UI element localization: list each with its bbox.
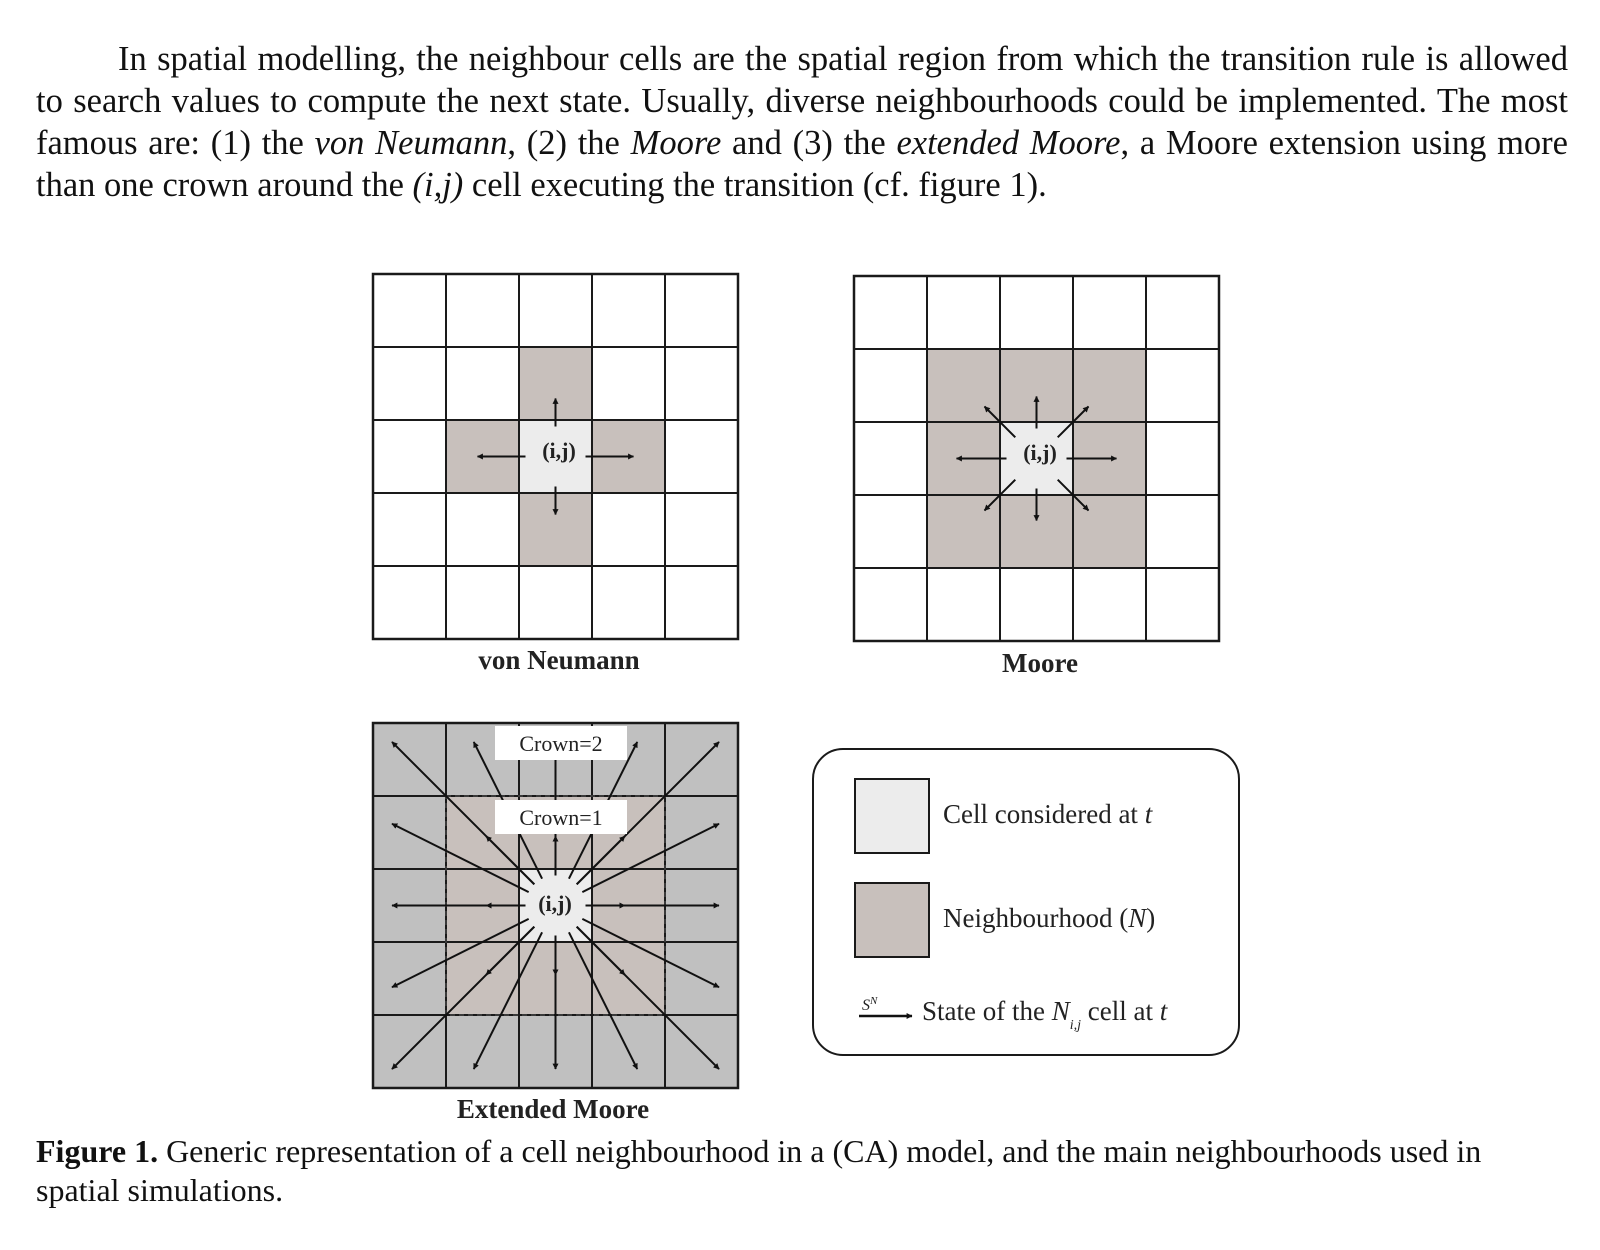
grid-cell — [591, 492, 666, 567]
neighbour-arrow — [576, 835, 626, 885]
legend-state-arrow-icon: SN — [859, 995, 913, 1019]
grid-cell — [445, 273, 520, 348]
neighbour-arrow — [983, 479, 1016, 512]
intro-text-2: , (2) the — [507, 124, 631, 162]
grid-border — [371, 721, 740, 1090]
grid-cell — [853, 421, 928, 496]
figure-caption-text: Generic representation of a cell neighbo… — [36, 1133, 1482, 1208]
von-neumann-title: von Neumann — [478, 645, 639, 675]
figure-caption-label: Figure 1. — [36, 1133, 159, 1169]
grid-cell — [664, 419, 739, 494]
grid-cell — [853, 275, 928, 350]
grid-cell — [518, 273, 593, 348]
grid-cell — [372, 346, 447, 421]
legend-state-text: State of the Ni,j cell at t — [922, 996, 1169, 1033]
legend-neighbourhood-swatch — [854, 882, 930, 958]
legend-cell-swatch — [854, 778, 930, 854]
extended-moore-title: Extended Moore — [457, 1094, 649, 1124]
grid-border — [371, 272, 740, 641]
legend: Cell considered at t Neighbourhood (N) S… — [812, 748, 1240, 1056]
neighbour-arrow — [568, 931, 639, 1070]
intro-term-ij: (i,j) — [412, 166, 464, 204]
crown-2-label: Crown=2 — [519, 731, 602, 756]
neighbour-arrow — [581, 918, 720, 989]
moore-title: Moore — [1002, 648, 1078, 678]
grid-cell — [926, 567, 1001, 642]
intro-text-5: cell executing the transition (cf. figur… — [463, 166, 1047, 204]
legend-cell-text: Cell considered at t — [943, 799, 1154, 829]
moore-grid — [852, 274, 1221, 643]
grid-cell — [1145, 421, 1220, 496]
grid-cell — [1145, 275, 1220, 350]
intro-text-3: and (3) the — [721, 124, 897, 162]
grid-cell — [1145, 567, 1220, 642]
grid-cell — [664, 273, 739, 348]
grid-cell — [853, 348, 928, 423]
grid-cell — [591, 346, 666, 421]
neighbour-arrow — [576, 926, 720, 1070]
von-neumann-panel: (i,j) von Neumann — [371, 272, 740, 675]
grid-cell — [372, 273, 447, 348]
grid-cell — [445, 565, 520, 640]
intro-paragraph: In spatial modelling, the neighbour cell… — [36, 38, 1568, 206]
grid-cell — [1072, 275, 1147, 350]
grid-cell — [664, 492, 739, 567]
grid-cell — [853, 494, 928, 569]
crown-1-label: Crown=1 — [519, 805, 602, 830]
moore-center-label: (i,j) — [1023, 440, 1057, 465]
neighbour-arrow — [485, 835, 535, 885]
grid-cell — [372, 565, 447, 640]
figure-caption: Figure 1. Generic representation of a ce… — [36, 1132, 1556, 1210]
grid-cell — [372, 419, 447, 494]
neighbour-arrow — [983, 405, 1016, 438]
grid-cell — [591, 273, 666, 348]
crown-1-label-box — [495, 800, 627, 834]
grid-cell — [445, 346, 520, 421]
intro-term-extended-moore: extended Moore — [896, 124, 1121, 162]
grid-cell — [999, 567, 1074, 642]
grid-cell — [664, 565, 739, 640]
neighbour-arrow — [1057, 405, 1090, 438]
neighbour-arrow — [391, 926, 535, 1070]
neighbour-arrow — [1057, 479, 1090, 512]
grid-cell — [372, 492, 447, 567]
grid-cell — [664, 346, 739, 421]
neighbour-arrow — [391, 918, 530, 989]
svg-text:SN: SN — [862, 995, 878, 1014]
grid-cell — [999, 275, 1074, 350]
neighbour-arrow — [391, 822, 530, 893]
neighbour-arrow — [581, 822, 720, 893]
grid-cell — [518, 565, 593, 640]
grid-border — [852, 274, 1221, 643]
grid-cell — [445, 492, 520, 567]
intro-term-moore: Moore — [630, 124, 722, 162]
grid-cell — [853, 567, 928, 642]
intro-term-von-neumann: von Neumann — [314, 124, 508, 162]
crown-2-label-box — [495, 726, 627, 760]
grid-cell — [1145, 348, 1220, 423]
grid-cell — [591, 565, 666, 640]
intro-text-1: In spatial modelling, the neighbour cell… — [36, 40, 1568, 162]
grid-cell — [1072, 567, 1147, 642]
extended-moore-center-label: (i,j) — [538, 891, 572, 916]
neighbour-arrow — [472, 931, 543, 1070]
von-neumann-center-label: (i,j) — [542, 438, 576, 463]
moore-panel: (i,j) Moore — [852, 274, 1221, 678]
von-neumann-grid — [371, 272, 740, 641]
intro-text-4: , a Moore extension using more than one … — [36, 124, 1568, 204]
legend-neighbourhood-text: Neighbourhood (N) — [943, 903, 1155, 933]
extended-moore-panel: Crown=2 Crown=1 (i,j) Extended Moore — [371, 721, 740, 1124]
grid-cell — [1145, 494, 1220, 569]
grid-cell — [926, 275, 1001, 350]
